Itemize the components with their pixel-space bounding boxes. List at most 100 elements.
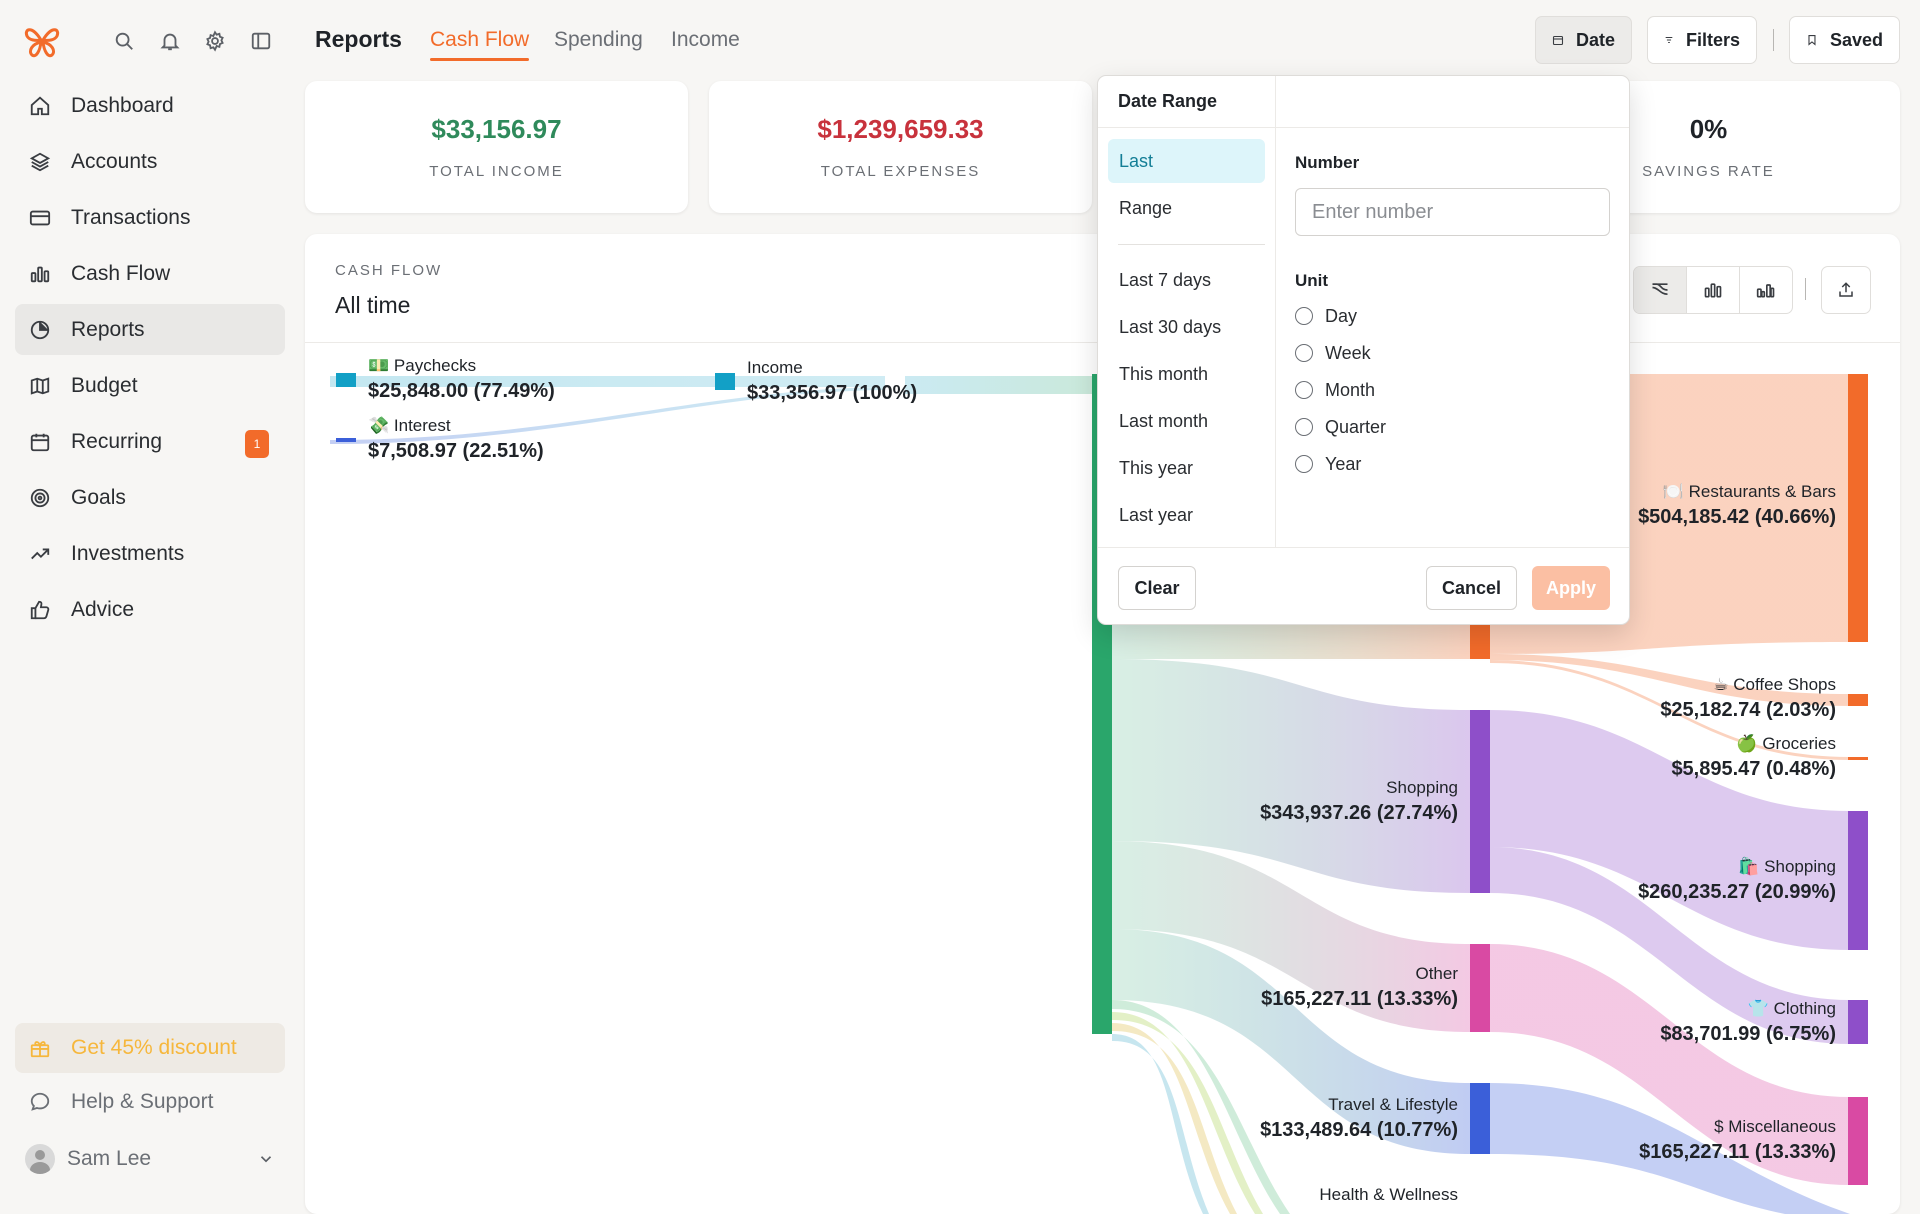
sankey-node-other (1470, 944, 1490, 1032)
sankey-emoji-groceries: 🍏 (1736, 733, 1757, 753)
chart-view-toggle (1633, 266, 1793, 314)
mode-range-option[interactable]: Range (1119, 197, 1173, 218)
preset-last-month[interactable]: Last month (1119, 411, 1209, 431)
bar-view-button[interactable] (1687, 267, 1740, 313)
unit-day-radio[interactable]: Day (1295, 304, 1357, 328)
sankey-node-paychecks (336, 373, 356, 387)
layers-icon (29, 152, 51, 171)
export-button[interactable] (1821, 266, 1871, 314)
unit-label: Unit (1295, 271, 1329, 290)
sankey-label-misc-value: $165,227.11 (13.33%) (1639, 1141, 1836, 1163)
unit-week-radio[interactable]: Week (1295, 341, 1371, 365)
unit-month-radio[interactable]: Month (1295, 378, 1375, 402)
sankey-link-health-a (1112, 1000, 1290, 1214)
sidebar: Dashboard Accounts Transactions Cash Flo… (0, 0, 300, 1200)
sidebar-item-label: Transactions (71, 205, 191, 229)
sankey-link-health-d (1112, 1034, 1209, 1214)
sankey-label-paychecks-value: $25,848.00 (77.49%) (368, 380, 555, 402)
clear-button[interactable]: Clear (1118, 566, 1196, 610)
header-divider (1773, 29, 1774, 51)
total-income-label: TOTAL INCOME (429, 163, 564, 180)
sidebar-item-advice[interactable]: Advice (15, 584, 285, 635)
date-button[interactable]: Date (1535, 16, 1632, 64)
sidebar-toggle-icon[interactable] (250, 30, 272, 52)
modes-divider (1118, 244, 1265, 245)
sidebar-item-label: Dashboard (71, 93, 174, 117)
sidebar-item-label: Accounts (71, 149, 158, 173)
butterfly-logo-icon[interactable] (22, 21, 62, 61)
total-expenses-label: TOTAL EXPENSES (820, 163, 981, 180)
sidebar-item-transactions[interactable]: Transactions (15, 192, 285, 243)
tab-spending[interactable]: Spending (554, 28, 643, 51)
sankey-label-coffee-value: $25,182.74 (2.03%) (1660, 699, 1836, 721)
unit-quarter-radio[interactable]: Quarter (1295, 415, 1386, 439)
sidebar-item-budget[interactable]: Budget (15, 360, 285, 411)
search-icon[interactable] (113, 30, 135, 52)
total-expenses-value: $1,239,659.33 (817, 114, 984, 144)
sidebar-item-accounts[interactable]: Accounts (15, 136, 285, 187)
sankey-label-travel-name: Travel & Lifestyle (1328, 1095, 1458, 1114)
number-label: Number (1295, 153, 1360, 172)
sankey-emoji-interest: 💸 (368, 416, 389, 435)
tab-cash-flow[interactable]: Cash Flow (430, 28, 530, 61)
date-range-dropdown: Date Range Last Range Last 7 days Last 3… (1097, 75, 1630, 625)
sankey-label-restaurants-value: $504,185.42 (40.66%) (1638, 506, 1836, 528)
radio-circle (1295, 418, 1313, 436)
sankey-name-paychecks: Paychecks (394, 356, 476, 375)
preset-this-year[interactable]: This year (1119, 458, 1194, 478)
sidebar-item-goals[interactable]: Goals (15, 472, 285, 523)
sidebar-item-recurring[interactable]: Recurring 1 (15, 416, 285, 467)
preset-last-30-days[interactable]: Last 30 days (1119, 317, 1222, 337)
filters-button[interactable]: Filters (1647, 16, 1757, 64)
sankey-label-groceries-name: 🍏 Groceries (1736, 733, 1836, 753)
sidebar-item-cash-flow[interactable]: Cash Flow (15, 248, 285, 299)
gift-icon (30, 1041, 50, 1058)
sidebar-item-label: Cash Flow (71, 261, 171, 285)
sankey-node-interest (336, 438, 356, 442)
sidebar-item-label: Recurring (71, 429, 163, 453)
sankey-node-food (1470, 619, 1490, 659)
sankey-name-groceries: Groceries (1762, 734, 1836, 753)
help-support-link[interactable]: Help & Support (29, 1090, 213, 1114)
sankey-link-clothing (1490, 847, 1850, 1044)
grouped-bar-view-button[interactable] (1740, 267, 1792, 313)
sankey-link-income (905, 376, 1092, 394)
preset-this-month[interactable]: This month (1119, 364, 1209, 384)
number-input[interactable] (1295, 188, 1610, 236)
target-icon (30, 488, 50, 507)
preset-last-year[interactable]: Last year (1119, 505, 1194, 525)
saved-button[interactable]: Saved (1789, 16, 1900, 64)
sankey-view-button[interactable] (1634, 267, 1687, 313)
sidebar-item-investments[interactable]: Investments (15, 528, 285, 579)
share-icon (1839, 282, 1853, 297)
cancel-button[interactable]: Cancel (1426, 566, 1517, 610)
sankey-name-sub-shopping: Shopping (1764, 857, 1836, 876)
sankey-label-travel-value: $133,489.64 (10.77%) (1260, 1119, 1458, 1141)
grouped-bar-icon (1756, 284, 1775, 298)
radio-circle (1295, 455, 1313, 473)
bookmark-icon (1808, 34, 1816, 46)
mode-last-option[interactable]: Last (1108, 139, 1265, 183)
sankey-name-coffee: Coffee Shops (1733, 675, 1836, 694)
panel-toolbar-divider (1805, 278, 1806, 300)
tab-income[interactable]: Income (671, 28, 740, 51)
help-label: Help & Support (71, 1090, 214, 1113)
radio-circle (1295, 381, 1313, 399)
map-icon (30, 376, 50, 395)
unit-year-radio[interactable]: Year (1295, 452, 1361, 476)
sankey-emoji-clothing: 👕 (1748, 999, 1769, 1018)
sankey-link-coffee (1490, 654, 1850, 706)
date-button-label: Date (1575, 29, 1615, 50)
sidebar-item-dashboard[interactable]: Dashboard (15, 80, 285, 131)
sidebar-item-reports[interactable]: Reports (15, 304, 285, 355)
discount-promo-button[interactable]: Get 45% discount (15, 1023, 285, 1073)
apply-button[interactable]: Apply (1532, 566, 1610, 610)
total-income-card: $33,156.97 TOTAL INCOME (305, 81, 688, 213)
user-menu[interactable]: Sam Lee (25, 1144, 275, 1174)
bell-icon[interactable] (159, 30, 181, 52)
gear-icon[interactable] (204, 30, 226, 52)
preset-last-7-days[interactable]: Last 7 days (1119, 270, 1212, 290)
total-expenses-card: $1,239,659.33 TOTAL EXPENSES (709, 81, 1092, 213)
sankey-label-restaurants-name: 🍽️ Restaurants & Bars (1663, 482, 1836, 501)
sankey-link-travel (1112, 929, 1470, 1154)
